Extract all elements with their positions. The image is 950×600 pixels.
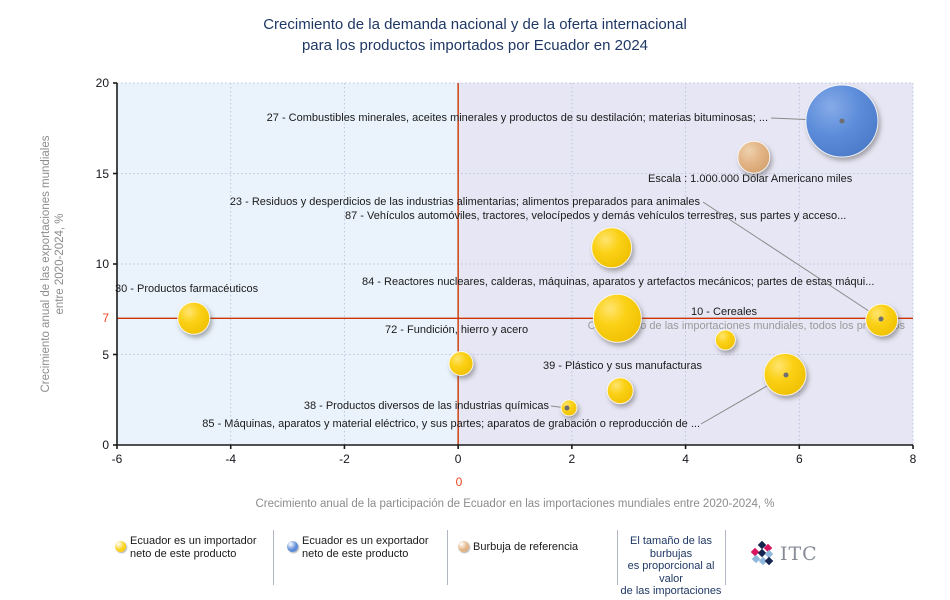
bubble-ref[interactable] bbox=[737, 140, 771, 174]
legend-item-exporter: Ecuador es un exportador neto de este pr… bbox=[302, 535, 429, 560]
scale-note: Escala : 1.000.000 Dólar Americano miles bbox=[648, 173, 853, 185]
bubble-label-38: 38 - Productos diversos de las industria… bbox=[303, 400, 549, 412]
bubble-87[interactable] bbox=[591, 227, 633, 269]
y-tick-0: 0 bbox=[102, 438, 109, 452]
bubble-label-27: 27 - Combustibles minerales, aceites min… bbox=[266, 112, 768, 124]
y-tick-20: 20 bbox=[95, 76, 109, 90]
legend-divider bbox=[273, 530, 274, 585]
bubble-label-39: 39 - Plástico y sus manufacturas bbox=[543, 360, 702, 372]
y-tick-5: 5 bbox=[102, 347, 109, 362]
bubble-85[interactable] bbox=[763, 352, 807, 396]
legend-divider bbox=[617, 530, 618, 585]
bubble-27[interactable] bbox=[805, 84, 879, 158]
bubble-label-85: 85 - Máquinas, aparatos y material eléct… bbox=[202, 418, 700, 430]
x-tick--4: -4 bbox=[225, 452, 237, 466]
importer-legend-dot-icon bbox=[115, 541, 126, 552]
x-axis-title: Crecimiento anual de la participación de… bbox=[255, 498, 775, 510]
bubble-72[interactable] bbox=[448, 351, 474, 377]
page-title: Crecimiento de la demanda nacional y de … bbox=[0, 14, 950, 56]
itc-logo: ITC bbox=[750, 541, 818, 567]
itc-logo-icon bbox=[750, 541, 774, 566]
bubble-23[interactable] bbox=[865, 303, 899, 337]
legend-divider bbox=[447, 530, 448, 585]
y-reference-tick-label: 7 bbox=[102, 311, 109, 325]
bubble-label-23: 23 - Residuos y desperdicios de las indu… bbox=[229, 196, 700, 208]
reference-line-label: Crecimiento de las importaciones mundial… bbox=[587, 320, 905, 332]
page-title-line2: para los productos importados por Ecuado… bbox=[301, 37, 649, 54]
bubble-10[interactable] bbox=[714, 329, 736, 351]
bubble-39[interactable] bbox=[606, 377, 634, 405]
bubble-label-87: 87 - Vehículos automóviles, tractores, v… bbox=[345, 210, 847, 222]
y-tick-15: 15 bbox=[95, 166, 109, 181]
x-tick--6: -6 bbox=[111, 452, 123, 466]
legend-size-note: El tamaño de las burbujas es proporciona… bbox=[620, 535, 722, 597]
bubble-label-30: 30 - Productos farmacéuticos bbox=[115, 283, 259, 295]
x-tick-8: 8 bbox=[909, 452, 917, 466]
y-axis-title-line1: Crecimiento anual de las exportaciones m… bbox=[40, 135, 52, 393]
bubble-label-10: 10 - Cereales bbox=[691, 306, 758, 318]
y-axis-title-line2: entre 2020-2024, % bbox=[54, 213, 66, 315]
y-tick-10: 10 bbox=[95, 257, 109, 271]
x-tick--2: -2 bbox=[339, 452, 350, 466]
bubble-label-84: 84 - Reactores nucleares, calderas, máqu… bbox=[362, 276, 875, 288]
x-tick-4: 4 bbox=[682, 452, 689, 466]
bubble-label-72: 72 - Fundición, hierro y acero bbox=[385, 324, 529, 336]
y-axis-title: Crecimiento anual de las exportaciones m… bbox=[39, 54, 67, 474]
plot-background-negative bbox=[117, 83, 459, 445]
bubble-30[interactable] bbox=[177, 301, 211, 335]
page-title-line1: Crecimiento de la demanda nacional y de … bbox=[263, 16, 687, 33]
bubble-38[interactable] bbox=[560, 399, 578, 417]
legend-divider bbox=[725, 530, 726, 585]
x-tick-0: 0 bbox=[454, 452, 462, 466]
x-zero-reference-label: 0 bbox=[455, 475, 463, 489]
x-tick-2: 2 bbox=[568, 452, 576, 466]
legend-item-reference: Burbuja de referencia bbox=[473, 541, 579, 553]
itc-logo-text: ITC bbox=[780, 543, 818, 565]
x-tick-6: 6 bbox=[795, 452, 803, 466]
exporter-legend-dot-icon bbox=[287, 541, 298, 552]
reference-legend-dot-icon bbox=[458, 541, 469, 552]
legend-item-importer: Ecuador es un importador neto de este pr… bbox=[130, 535, 257, 560]
bubble-84[interactable] bbox=[592, 293, 642, 343]
